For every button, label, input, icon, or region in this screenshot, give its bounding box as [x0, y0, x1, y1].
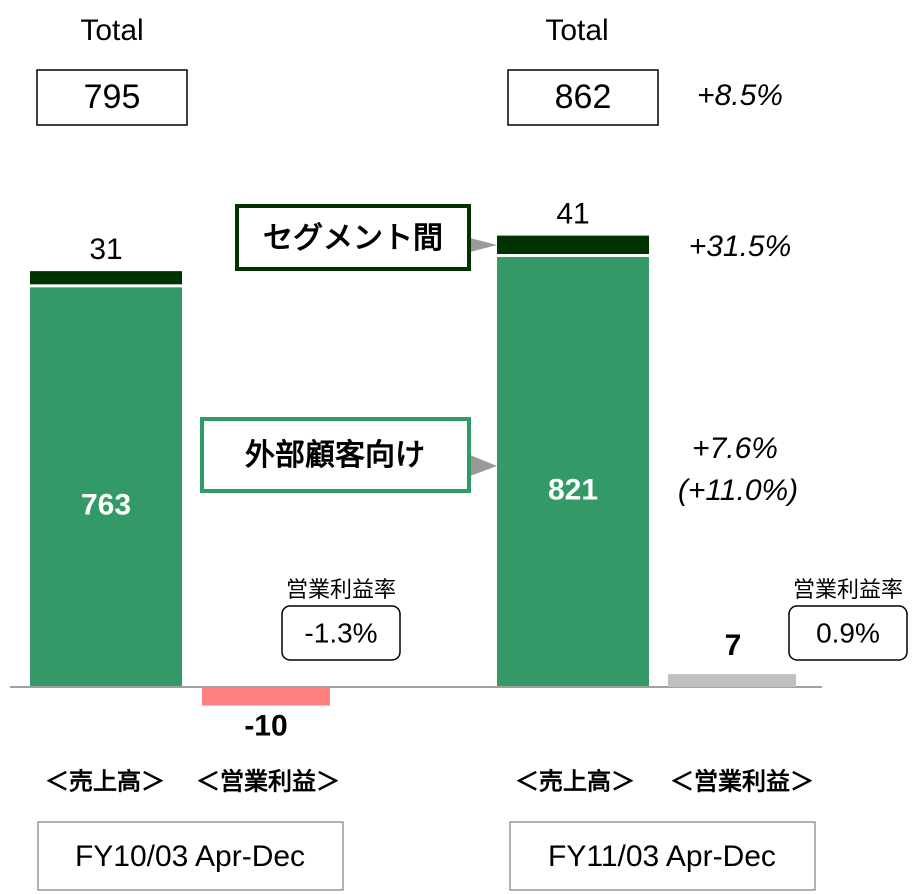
group-label: ＜売上高＞ — [45, 767, 165, 795]
x-tick-label: FY10/03 Apr-Dec — [75, 840, 305, 873]
margin-title: 営業利益率 — [286, 577, 396, 602]
bar-value-label: 31 — [89, 233, 122, 266]
margin-box — [788, 605, 908, 661]
bar — [497, 235, 649, 255]
bar-value-label: 41 — [556, 198, 589, 231]
x-tick-label: FY11/03 Apr-Dec — [548, 840, 776, 873]
bar — [668, 674, 796, 688]
group-label: ＜売上高＞ — [515, 767, 635, 795]
bar — [30, 287, 182, 686]
pointer — [470, 455, 497, 476]
total-value: 795 — [84, 78, 141, 116]
total-value: 862 — [555, 78, 612, 116]
category-box — [37, 821, 344, 891]
group-label: ＜営業利益＞ — [196, 767, 340, 795]
group-label: ＜営業利益＞ — [670, 767, 814, 795]
bar-value-label: 763 — [81, 489, 131, 522]
total-box — [507, 69, 659, 126]
total-box — [36, 69, 188, 126]
category-box — [509, 821, 816, 891]
total-title: Total — [545, 14, 608, 47]
margin-label: 0.9% — [816, 617, 880, 648]
margin-box — [281, 605, 401, 661]
margin-title: 営業利益率 — [793, 577, 903, 602]
bar — [497, 257, 649, 686]
legend-box — [200, 417, 471, 493]
pointer — [470, 238, 497, 252]
bar — [30, 271, 182, 285]
change-label: (+11.0%) — [678, 474, 798, 507]
margin-label: -1.3% — [304, 617, 377, 648]
change-label: +7.6% — [692, 432, 778, 465]
change-label: +8.5% — [697, 79, 783, 112]
legend-label: セグメント間 — [263, 222, 443, 255]
total-title: Total — [80, 14, 143, 47]
legend-label: 外部顧客向け — [245, 438, 425, 472]
bar-value-label: 821 — [548, 473, 598, 506]
bar-value-label: 7 — [725, 629, 742, 662]
bar — [202, 687, 330, 706]
change-label: +31.5% — [689, 230, 792, 263]
bar-value-label: -10 — [244, 710, 287, 743]
legend-box — [235, 204, 471, 271]
